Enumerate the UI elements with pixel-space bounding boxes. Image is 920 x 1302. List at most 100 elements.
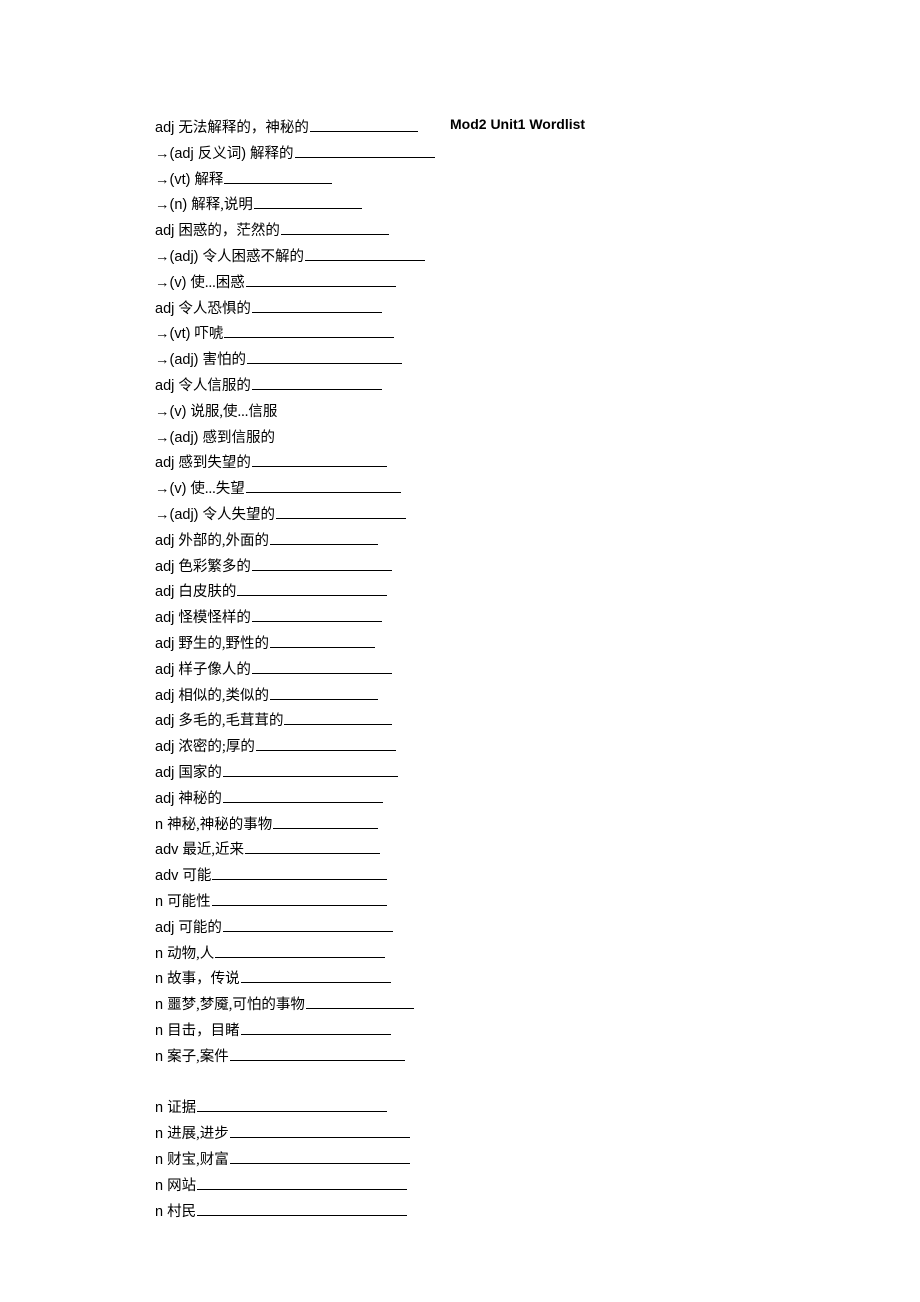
document-page: Mod2 Unit1 Wordlist adj无法解释的，神秘的→(adj 反义… <box>0 0 920 1225</box>
definition-text: 白皮肤的 <box>178 584 236 600</box>
part-of-speech: →(adj) <box>155 249 199 265</box>
definition-text: 国家的 <box>178 765 222 781</box>
answer-blank <box>230 1150 410 1164</box>
wordlist-entry: →(vt)吓唬 <box>155 322 920 348</box>
definition-text: 令人信服的 <box>178 378 251 394</box>
part-of-speech: →(adj) <box>155 507 199 523</box>
answer-blank <box>215 944 385 958</box>
answer-blank <box>295 144 435 158</box>
definition-text: 解释 <box>194 172 223 188</box>
wordlist-entry: n神秘,神秘的事物 <box>155 813 920 839</box>
wordlist-entry: adj多毛的,毛茸茸的 <box>155 709 920 735</box>
wordlist-entry: →(vt)解释 <box>155 168 920 194</box>
part-of-speech: adj <box>155 120 174 136</box>
answer-blank <box>223 763 398 777</box>
part-of-speech: →(vt) <box>155 172 190 188</box>
wordlist-entry: adj怪模怪样的 <box>155 606 920 632</box>
answer-blank <box>212 892 387 906</box>
answer-blank <box>247 350 402 364</box>
answer-blank <box>223 789 383 803</box>
definition-text: 令人困惑不解的 <box>203 249 305 265</box>
definition-text: 解释,说明 <box>191 197 253 213</box>
answer-blank <box>276 505 406 519</box>
answer-blank <box>230 1047 405 1061</box>
entry-gap <box>155 1070 920 1096</box>
part-of-speech: adj <box>155 610 174 626</box>
wordlist-entry: n案子,案件 <box>155 1045 920 1071</box>
wordlist-entry: n动物,人 <box>155 942 920 968</box>
part-of-speech: →(v) <box>155 481 186 497</box>
definition-text: 吓唬 <box>194 326 223 342</box>
wordlist-entry: n证据 <box>155 1096 920 1122</box>
definition-text: 野生的,野性的 <box>178 636 269 652</box>
part-of-speech: adv <box>155 868 178 884</box>
part-of-speech: n <box>155 1100 163 1116</box>
part-of-speech: n <box>155 1049 163 1065</box>
definition-text: 进展,进步 <box>167 1126 229 1142</box>
wordlist-entry: adj令人信服的 <box>155 374 920 400</box>
definition-text: 案子,案件 <box>167 1049 229 1065</box>
answer-blank <box>256 737 396 751</box>
wordlist-entry: adj样子像人的 <box>155 658 920 684</box>
answer-blank <box>273 815 378 829</box>
answer-blank <box>241 1021 391 1035</box>
part-of-speech: n <box>155 1023 163 1039</box>
wordlist-entry: →(v)使...失望 <box>155 477 920 503</box>
definition-text: 无法解释的，神秘的 <box>178 120 309 136</box>
definition-text: 神秘的 <box>178 791 222 807</box>
answer-blank <box>310 118 418 132</box>
definition-text: 可能 <box>182 868 211 884</box>
part-of-speech: adj <box>155 378 174 394</box>
wordlist-entry: →(adj)害怕的 <box>155 348 920 374</box>
part-of-speech: adj <box>155 223 174 239</box>
wordlist-entry: adj感到失望的 <box>155 451 920 477</box>
part-of-speech: adj <box>155 559 174 575</box>
wordlist-entry: adj令人恐惧的 <box>155 297 920 323</box>
answer-blank <box>281 221 389 235</box>
wordlist-entry: adj色彩繁多的 <box>155 555 920 581</box>
answer-blank <box>270 634 375 648</box>
definition-text: 最近,近来 <box>182 842 244 858</box>
answer-blank <box>212 866 387 880</box>
answer-blank <box>246 479 401 493</box>
definition-text: 解释的 <box>250 146 294 162</box>
answer-blank <box>284 711 392 725</box>
part-of-speech: →(vt) <box>155 326 190 342</box>
part-of-speech: adj <box>155 739 174 755</box>
part-of-speech: adv <box>155 842 178 858</box>
part-of-speech: n <box>155 1152 163 1168</box>
wordlist-entry: adv最近,近来 <box>155 838 920 864</box>
definition-text: 故事，传说 <box>167 971 240 987</box>
answer-blank <box>252 557 392 571</box>
wordlist-entry: →(n)解释,说明 <box>155 193 920 219</box>
definition-text: 可能的 <box>178 920 222 936</box>
part-of-speech: adj <box>155 533 174 549</box>
definition-text: 财宝,财富 <box>167 1152 229 1168</box>
answer-blank <box>252 376 382 390</box>
definition-text: 村民 <box>167 1204 196 1220</box>
part-of-speech: n <box>155 817 163 833</box>
wordlist-entry: adj浓密的;厚的 <box>155 735 920 761</box>
definition-text: 目击，目睹 <box>167 1023 240 1039</box>
definition-text: 色彩繁多的 <box>178 559 251 575</box>
definition-text: 外部的,外面的 <box>178 533 269 549</box>
wordlist-entry: adv可能 <box>155 864 920 890</box>
wordlist-entry: n进展,进步 <box>155 1122 920 1148</box>
answer-blank <box>237 582 387 596</box>
answer-blank <box>254 195 362 209</box>
part-of-speech: adj <box>155 791 174 807</box>
wordlist-entry: adj困惑的，茫然的 <box>155 219 920 245</box>
definition-text: 证据 <box>167 1100 196 1116</box>
answer-blank <box>252 660 392 674</box>
answer-blank <box>270 686 378 700</box>
definition-text: 浓密的;厚的 <box>178 739 255 755</box>
wordlist-entry: →(v)使...困惑 <box>155 271 920 297</box>
part-of-speech: →(n) <box>155 197 187 213</box>
definition-text: 神秘,神秘的事物 <box>167 817 272 833</box>
definition-text: 使...失望 <box>190 481 244 497</box>
wordlist-entry: →(v)说服,使...信服 <box>155 400 920 426</box>
part-of-speech: →(v) <box>155 275 186 291</box>
wordlist-entry: adj国家的 <box>155 761 920 787</box>
answer-blank <box>241 969 391 983</box>
wordlist-entry: adj野生的,野性的 <box>155 632 920 658</box>
